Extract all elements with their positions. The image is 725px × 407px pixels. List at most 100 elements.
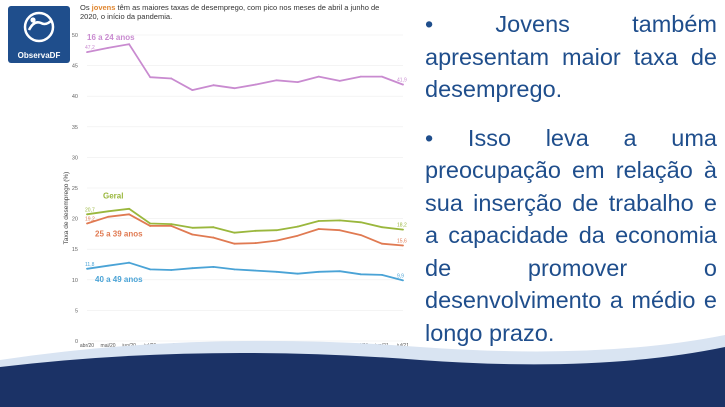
data-point bbox=[149, 76, 152, 79]
y-tick-label: 45 bbox=[72, 64, 78, 70]
last-value-label: 41,9 bbox=[397, 78, 407, 84]
last-value-label: 18,2 bbox=[397, 223, 407, 229]
data-point bbox=[212, 236, 215, 239]
data-point bbox=[86, 51, 88, 54]
data-point bbox=[296, 81, 299, 84]
series-name-label: 40 a 49 anos bbox=[95, 275, 143, 284]
data-point bbox=[170, 269, 173, 271]
data-point bbox=[128, 213, 131, 216]
series-line bbox=[86, 207, 404, 234]
x-tick-label: mai/20 bbox=[101, 343, 116, 349]
first-value-label: 11,8 bbox=[85, 262, 95, 268]
y-tick-label: 0 bbox=[75, 339, 78, 345]
y-tick-label: 35 bbox=[72, 125, 78, 131]
data-point bbox=[233, 231, 236, 234]
data-point bbox=[359, 273, 362, 276]
data-point bbox=[317, 220, 320, 222]
data-point bbox=[233, 268, 236, 271]
data-point bbox=[212, 84, 215, 87]
bullet-item-concern: • Isso leva a uma preocupação em relação… bbox=[425, 124, 717, 346]
data-point bbox=[381, 226, 383, 229]
data-point bbox=[170, 77, 173, 80]
data-point bbox=[381, 242, 383, 245]
bullet-item-youth: • Jovens também apresentam maior taxa de… bbox=[425, 11, 717, 102]
data-point bbox=[233, 242, 236, 245]
data-point bbox=[191, 226, 194, 229]
series-line bbox=[86, 213, 404, 247]
data-point bbox=[338, 229, 341, 232]
data-point bbox=[107, 46, 109, 49]
data-point bbox=[170, 225, 173, 227]
data-point bbox=[170, 223, 173, 226]
chart-title-pre: Os bbox=[80, 3, 92, 12]
data-point bbox=[317, 270, 320, 273]
data-point bbox=[254, 269, 257, 272]
y-tick-label: 10 bbox=[72, 278, 78, 284]
bullet-list: • Jovens também apresentam maior taxa de… bbox=[425, 8, 717, 349]
data-point bbox=[359, 221, 362, 224]
data-point bbox=[212, 226, 215, 229]
logo-text: ObservaDF bbox=[17, 51, 61, 60]
series-name-label: Geral bbox=[103, 191, 123, 200]
data-point bbox=[296, 225, 299, 228]
y-tick-label: 30 bbox=[72, 155, 78, 161]
y-axis-label: Taxa de desemprego (%) bbox=[63, 172, 70, 245]
series-line bbox=[86, 43, 404, 91]
data-point bbox=[338, 219, 341, 222]
data-point bbox=[338, 270, 341, 273]
first-value-label: 47,2 bbox=[85, 45, 95, 51]
data-point bbox=[254, 83, 257, 86]
first-value-label: 20,7 bbox=[85, 207, 95, 213]
data-point bbox=[275, 239, 278, 242]
y-tick-label: 20 bbox=[72, 217, 78, 223]
data-point bbox=[149, 222, 152, 225]
data-point bbox=[107, 215, 109, 218]
data-point bbox=[212, 266, 215, 268]
data-point bbox=[149, 225, 152, 227]
data-point bbox=[381, 274, 383, 276]
data-point bbox=[381, 75, 383, 78]
data-point bbox=[128, 43, 131, 46]
bottom-wave-decoration bbox=[0, 335, 725, 407]
last-value-label: 15,6 bbox=[397, 239, 407, 245]
chart-title-post: têm as maiores taxas de desemprego, com … bbox=[80, 3, 380, 21]
first-value-label: 19,2 bbox=[85, 216, 95, 222]
data-point bbox=[296, 234, 299, 237]
series-name-label: 16 a 24 anos bbox=[87, 33, 135, 42]
data-point bbox=[149, 268, 152, 271]
data-point bbox=[359, 234, 362, 237]
last-value-label: 9,9 bbox=[397, 273, 404, 279]
data-point bbox=[254, 229, 257, 232]
data-point bbox=[317, 228, 320, 230]
y-tick-label: 15 bbox=[72, 247, 78, 253]
data-point bbox=[275, 229, 278, 232]
chart-title-highlight: jovens bbox=[91, 3, 116, 12]
data-point bbox=[254, 242, 257, 244]
data-point bbox=[233, 87, 236, 90]
data-point bbox=[128, 261, 131, 264]
data-point bbox=[402, 279, 404, 282]
data-point bbox=[275, 79, 278, 82]
data-point bbox=[402, 244, 404, 247]
observadf-logo: ObservaDF bbox=[8, 6, 70, 63]
data-point bbox=[402, 228, 404, 231]
globe-icon bbox=[23, 11, 55, 43]
series-line bbox=[86, 261, 404, 282]
data-point bbox=[128, 207, 131, 210]
data-point bbox=[338, 80, 341, 82]
data-point bbox=[86, 222, 88, 225]
data-point bbox=[317, 75, 320, 78]
data-point bbox=[86, 267, 88, 270]
y-tick-label: 40 bbox=[72, 94, 78, 100]
data-point bbox=[359, 75, 362, 78]
data-point bbox=[191, 267, 194, 270]
data-point bbox=[86, 213, 88, 216]
x-tick-label: abr/20 bbox=[80, 343, 94, 349]
data-point bbox=[402, 83, 404, 86]
data-point bbox=[275, 270, 278, 273]
data-point bbox=[107, 210, 109, 213]
y-tick-label: 25 bbox=[72, 186, 78, 192]
unemployment-line-chart: Taxa de desemprego (%) 0 5 10 15 20 25 30 35 40 45… bbox=[63, 33, 409, 349]
data-point bbox=[191, 233, 194, 236]
data-point bbox=[296, 272, 299, 275]
